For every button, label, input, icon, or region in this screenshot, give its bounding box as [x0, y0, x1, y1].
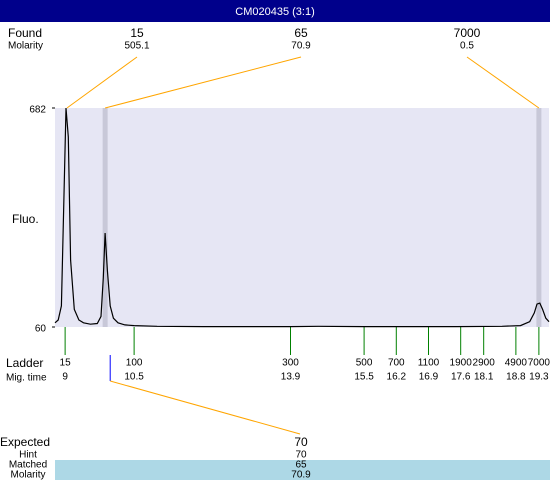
header-title: CM020435 (3:1): [235, 6, 315, 18]
plot-area: [55, 108, 549, 327]
hint-value: 70: [295, 450, 307, 461]
expected-connector: [110, 380, 301, 435]
trace: [54, 107, 550, 328]
found-label: Found: [8, 26, 42, 40]
ladder-size: 15: [60, 358, 72, 369]
ladder-size: 1100: [418, 358, 440, 369]
found-connector: [105, 56, 302, 109]
found-band: [102, 108, 108, 327]
ladder-time: 17.6: [451, 372, 471, 383]
found-band: [536, 108, 542, 327]
ladder-time: 10.5: [124, 372, 144, 383]
y-tick-label: 682: [29, 105, 46, 116]
found-size: 15: [130, 26, 144, 40]
ladder-time: 18.8: [506, 372, 526, 383]
ladder-time: 16.2: [387, 372, 407, 383]
ladder-size: 7000: [528, 358, 550, 369]
ladder-time: 13.9: [281, 372, 301, 383]
ladder-size: 2900: [473, 358, 496, 369]
expected-value: 70: [294, 435, 308, 449]
expected-label: Expected: [0, 435, 50, 449]
found-size: 7000: [454, 26, 481, 40]
y-tick-label: 60: [35, 324, 47, 335]
ladder-time: 16.9: [419, 372, 439, 383]
matched-band: [55, 460, 550, 480]
header-bar: [0, 0, 550, 22]
found-molarity: 505.1: [124, 41, 149, 52]
ladder-time: 18.1: [474, 372, 494, 383]
molarity-label: Molarity: [8, 41, 43, 52]
hint-label: Hint: [19, 450, 37, 461]
ladder-size: 4900: [505, 358, 528, 369]
matched-label: Matched: [9, 460, 47, 471]
ladder-time: 19.3: [529, 372, 549, 383]
ladder-label: Ladder: [6, 356, 43, 370]
found-size: 65: [294, 26, 308, 40]
ladder-size: 100: [126, 358, 143, 369]
ladder-size: 1900: [450, 358, 473, 369]
found-connector: [66, 56, 138, 109]
ladder-size: 300: [282, 358, 299, 369]
mig-time-label: Mig. time: [6, 373, 47, 384]
ladder-size: 700: [388, 358, 405, 369]
ladder-size: 500: [356, 358, 373, 369]
ladder-time: 15.5: [354, 372, 374, 383]
found-connector: [466, 56, 540, 109]
ladder-time: 9: [62, 372, 68, 383]
expected-molarity-value: 70.9: [291, 470, 311, 480]
found-molarity: 70.9: [291, 41, 311, 52]
expected-molarity-label: Molarity: [10, 470, 45, 480]
matched-value: 65: [295, 460, 307, 471]
found-molarity: 0.5: [460, 41, 474, 52]
y-label: Fluo.: [12, 212, 39, 226]
